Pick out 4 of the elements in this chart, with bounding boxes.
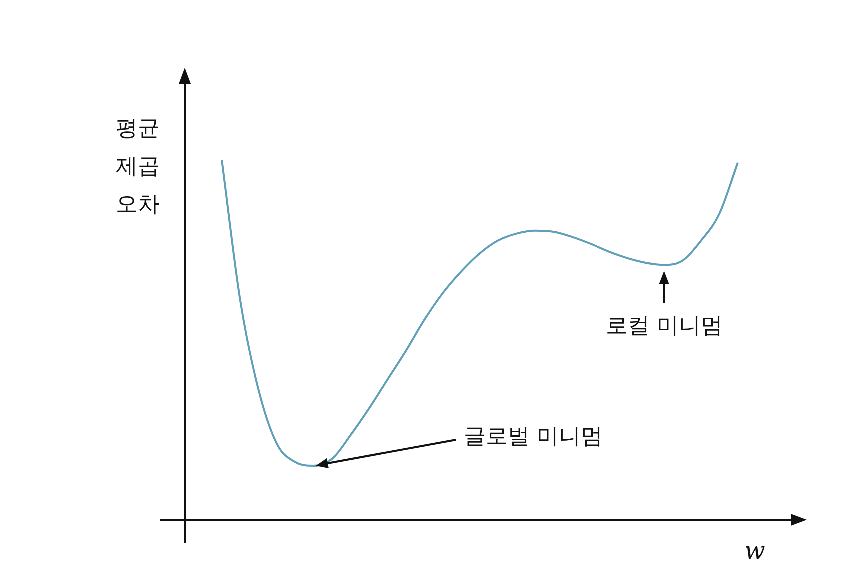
- annotation: 글로벌 미니멈: [464, 424, 604, 450]
- y-axis-title: 평균 제곱 오차: [116, 116, 160, 218]
- annotation: 로컬 미니멈: [606, 314, 723, 339]
- x-axis-title: w: [744, 537, 766, 566]
